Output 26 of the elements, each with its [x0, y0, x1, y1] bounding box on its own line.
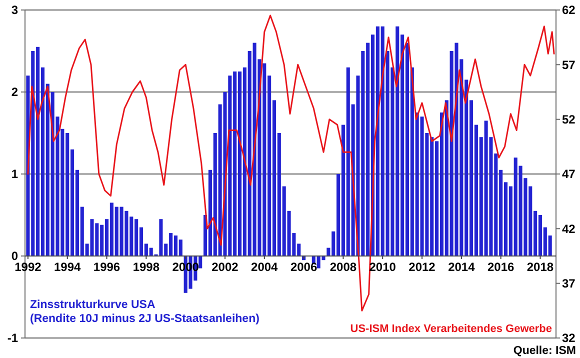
x-tick-label: 2002 [212, 260, 239, 274]
y-tick-label: 2 [11, 85, 18, 100]
text: Zinsstrukturkurve USA (Rendite 10J minus 2J US-Staatsanleihen) [30, 299, 260, 325]
x-tick-label: 2016 [487, 260, 514, 274]
y-tick-label: 3 [11, 3, 18, 18]
y2-tick-label: 47 [562, 167, 576, 182]
x-tick-label: 1994 [54, 260, 82, 274]
x-tick-label: 2018 [526, 260, 554, 274]
y2-tick-label: 52 [562, 112, 576, 127]
source-note: Quelle: ISM [513, 345, 576, 357]
series-label: US-ISM Index Verarbeitendes Gewerbe [350, 323, 552, 335]
x-tick-label: 2012 [408, 260, 436, 274]
y2-tick-label: 62 [562, 3, 576, 18]
x-tick-label: 1996 [93, 260, 120, 274]
y2-tick-label: 32 [562, 331, 576, 346]
x-tick-label: 1998 [132, 260, 160, 274]
y2-tick-label: 42 [562, 222, 576, 236]
y-tick-label: 1 [11, 167, 18, 182]
x-tick-label: 2006 [290, 260, 318, 274]
y2-tick-label: 57 [562, 58, 576, 72]
y-tick-label: -1 [7, 331, 18, 346]
y-tick-label: 0 [11, 249, 18, 264]
y2-tick-label: 37 [562, 276, 576, 291]
x-tick-label: 2008 [330, 260, 357, 274]
x-tick-label: 2004 [251, 260, 278, 274]
x-tick-label: 2014 [448, 260, 476, 274]
